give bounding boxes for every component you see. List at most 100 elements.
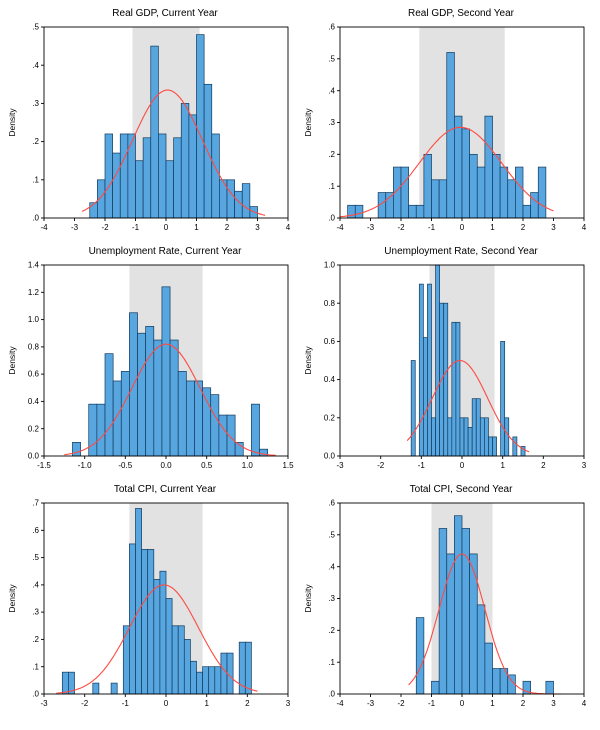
y-tick-label: 0.2 [324, 413, 336, 422]
y-tick-label: .0 [328, 690, 335, 699]
histogram-bar [476, 166, 486, 219]
histogram-bar [220, 652, 228, 695]
x-tick-label: 4 [582, 699, 587, 708]
x-tick-label: -2 [397, 699, 405, 708]
histogram-bar [443, 302, 449, 457]
y-tick-label: .0 [32, 214, 39, 223]
histogram-bar [153, 579, 161, 695]
histogram-bar [165, 160, 174, 219]
x-tick-label: 3 [286, 699, 291, 708]
y-tick-label: 0.0 [28, 452, 40, 461]
y-tick-label: 0.6 [28, 370, 40, 379]
histogram-bar [522, 204, 531, 219]
y-tick-label: .4 [328, 562, 335, 571]
histogram-bar [530, 192, 539, 219]
histogram-bar [177, 371, 187, 457]
histogram-bar [244, 641, 252, 695]
histogram-chart: -4 -3 -2 -1 0 1 2 3 4 .0 .1 .2 .3 .4 .5 .6 Density [303, 499, 587, 708]
chart-panel-unemployment-rate-second-year: Unemployment Rate, Second Year -3 -2 -1 0 1 2… [300, 246, 596, 476]
histogram-bar [234, 190, 243, 219]
x-tick-label: -4 [336, 223, 344, 232]
histogram-bar [104, 133, 113, 219]
histogram-bar [211, 133, 220, 219]
histogram-bar [435, 264, 440, 457]
normal-curve [81, 89, 266, 216]
histogram-bar [431, 417, 436, 457]
x-tick-label: -1 [418, 461, 426, 470]
y-tick-label: .6 [328, 23, 335, 32]
histogram-bar [241, 183, 251, 219]
histogram-bar [159, 570, 167, 695]
y-tick-label: .2 [328, 150, 335, 159]
x-tick-label: 0.0 [160, 461, 172, 470]
histogram-bar [120, 371, 130, 457]
histogram-bar [492, 436, 497, 457]
normal-curve [339, 126, 554, 218]
histogram-bar [500, 341, 506, 457]
y-tick-label: .2 [328, 626, 335, 635]
histogram-bar [165, 598, 173, 695]
y-tick-label: .4 [328, 86, 335, 95]
histogram-bar [96, 403, 106, 457]
histogram-bar [161, 286, 171, 457]
y-tick-label: .1 [32, 175, 39, 184]
histogram-bar [469, 153, 478, 219]
histogram-bar [226, 179, 235, 219]
x-tick-label: 4 [582, 223, 587, 232]
x-tick-label: 1.5 [282, 461, 294, 470]
x-tick-label: 2 [521, 223, 526, 232]
histogram-bar [194, 380, 203, 457]
y-tick-label: .1 [32, 662, 39, 671]
x-tick-label: 3 [551, 699, 556, 708]
histogram-bar [454, 515, 463, 695]
y-tick-label: .5 [32, 553, 39, 562]
histogram-bar [72, 442, 81, 457]
histogram-bar [183, 639, 191, 695]
histogram-bar [461, 128, 470, 219]
histogram-bar [185, 380, 195, 457]
histogram-bar [512, 436, 518, 457]
histogram-bar [451, 321, 457, 457]
histogram-bar [188, 114, 197, 219]
x-tick-label: 0 [460, 461, 465, 470]
histogram-bar [196, 671, 203, 695]
histogram-bar [447, 417, 453, 457]
y-tick-label: .6 [328, 499, 335, 508]
x-tick-label: 1 [204, 699, 209, 708]
y-tick-label: 0.8 [28, 343, 40, 352]
x-tick-label: -0.5 [118, 461, 132, 470]
histogram-bar [484, 642, 493, 695]
histogram-bar [507, 179, 516, 219]
histogram-bar [515, 166, 524, 219]
histogram-bar [122, 625, 130, 695]
x-tick-label: 2 [541, 461, 546, 470]
histogram-bar [475, 398, 481, 457]
histogram-bar [504, 417, 510, 457]
histogram-chart: -3 -2 -1 0 1 2 3 .0 .1 .2 .3 .4 .5 .6 .7 Density [7, 499, 291, 708]
x-tick-label: 2 [245, 699, 250, 708]
chart-panel-real-gdp-second-year: Real GDP, Second Year -4 -3 -2 -1 0 1 2 3 4 .0 .1.… [300, 8, 596, 238]
histogram-bar [135, 160, 144, 219]
x-tick-label: -1 [428, 223, 436, 232]
y-tick-label: .0 [32, 690, 39, 699]
histogram-bar [459, 417, 465, 457]
y-tick-label: .2 [32, 137, 39, 146]
histogram-bar [169, 339, 179, 457]
y-tick-label: 0.6 [324, 337, 336, 346]
histogram-bar [423, 337, 428, 457]
x-tick-label: -4 [40, 223, 48, 232]
y-tick-label: .5 [328, 530, 335, 539]
histogram-bar [173, 137, 182, 219]
histogram-bar [446, 52, 455, 219]
chart-title: Real GDP, Current Year [112, 8, 218, 19]
histogram-bar [469, 553, 478, 695]
x-tick-label: 4 [286, 223, 291, 232]
chart-panel-total-cpi-current-year: Total CPI, Current Year -3 -2 -1 0 1 2 3 .0 .1 .2… [4, 484, 300, 714]
histogram-bar [484, 115, 493, 219]
x-tick-label: -2 [81, 699, 89, 708]
x-tick-label: 2 [225, 223, 230, 232]
x-tick-label: -3 [336, 461, 344, 470]
x-tick-label: -3 [367, 223, 375, 232]
y-tick-label: .2 [32, 635, 39, 644]
histogram-bar [190, 660, 197, 695]
